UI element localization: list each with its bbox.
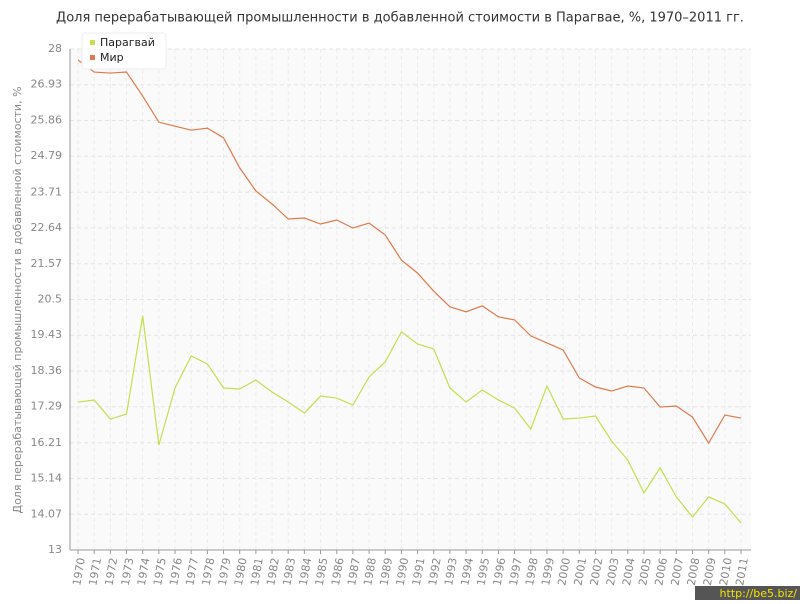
x-tick-label: 2000 bbox=[555, 557, 573, 587]
watermark: http://be5.biz/ bbox=[720, 587, 798, 600]
x-tick-label: 2003 bbox=[604, 557, 622, 587]
x-tick-label: 1999 bbox=[539, 557, 557, 587]
series-line bbox=[77, 315, 742, 524]
y-tick-label: 15.14 bbox=[31, 472, 63, 485]
x-tick-label: 2006 bbox=[652, 557, 670, 587]
y-tick-label: 26.93 bbox=[31, 78, 63, 91]
plot-area bbox=[70, 49, 751, 550]
y-tick-label: 20.5 bbox=[38, 293, 63, 306]
x-tick-label: 1993 bbox=[442, 557, 460, 587]
x-tick-label: 1970 bbox=[70, 557, 88, 587]
x-tick-label: 1978 bbox=[200, 557, 218, 587]
x-tick-label: 1971 bbox=[86, 557, 104, 587]
x-tick-label: 1998 bbox=[523, 557, 541, 587]
y-tick-label: 19.43 bbox=[31, 328, 63, 341]
x-tick-label: 1979 bbox=[216, 557, 234, 587]
x-tick-label: 1994 bbox=[458, 557, 476, 587]
x-tick-label: 1983 bbox=[280, 557, 298, 587]
watermark-bg bbox=[695, 586, 800, 600]
chart-title: Доля перерабатывающей промышленности в д… bbox=[56, 11, 744, 26]
series-line bbox=[77, 59, 742, 445]
y-tick-label: 25.86 bbox=[31, 113, 63, 126]
legend-swatch bbox=[90, 40, 95, 45]
y-axis-title: Доля перерабатывающей промышленности в д… bbox=[11, 86, 24, 513]
x-tick-label: 2009 bbox=[701, 557, 719, 587]
y-tick-label: 13 bbox=[48, 543, 62, 556]
x-tick-label: 1972 bbox=[103, 557, 121, 587]
legend-swatch bbox=[90, 55, 95, 60]
x-tick-label: 2010 bbox=[717, 557, 735, 587]
x-tick-label: 1992 bbox=[426, 557, 444, 587]
x-tick-label: 1990 bbox=[394, 557, 412, 587]
legend-label: Мир bbox=[100, 51, 124, 64]
x-tick-label: 1973 bbox=[119, 557, 137, 587]
x-tick-label: 1985 bbox=[313, 557, 331, 587]
x-tick-label: 1984 bbox=[297, 557, 315, 587]
y-tick-label: 16.21 bbox=[31, 436, 63, 449]
x-tick-label: 1987 bbox=[345, 557, 363, 587]
y-tick-label: 17.29 bbox=[31, 400, 63, 413]
x-tick-label: 1974 bbox=[135, 557, 153, 587]
legend-label: Парагвай bbox=[100, 36, 155, 49]
y-tick-label: 23.71 bbox=[31, 185, 63, 198]
x-tick-label: 2011 bbox=[733, 557, 751, 587]
x-tick-label: 1988 bbox=[361, 557, 379, 587]
x-tick-label: 1997 bbox=[507, 557, 525, 587]
x-tick-label: 1991 bbox=[410, 557, 428, 587]
y-tick-label: 18.36 bbox=[31, 364, 63, 377]
y-tick-label: 22.64 bbox=[31, 221, 63, 234]
x-tick-label: 1975 bbox=[151, 557, 169, 587]
y-tick-label: 24.79 bbox=[31, 149, 63, 162]
x-tick-label: 2001 bbox=[572, 557, 590, 587]
x-tick-label: 1977 bbox=[183, 557, 201, 587]
x-tick-label: 1995 bbox=[475, 557, 493, 587]
x-tick-label: 1996 bbox=[491, 557, 509, 587]
x-tick-label: 2008 bbox=[685, 557, 703, 587]
x-tick-label: 2005 bbox=[636, 557, 654, 587]
y-tick-label: 28 bbox=[48, 42, 62, 55]
x-tick-label: 1976 bbox=[167, 557, 185, 587]
x-tick-label: 1986 bbox=[329, 557, 347, 587]
x-tick-label: 2004 bbox=[620, 557, 638, 587]
x-tick-label: 1981 bbox=[248, 557, 266, 587]
y-tick-label: 21.57 bbox=[31, 257, 63, 270]
x-tick-label: 1980 bbox=[232, 557, 250, 587]
legend-box bbox=[81, 32, 167, 70]
x-tick-label: 1982 bbox=[264, 557, 282, 587]
y-tick-label: 14.07 bbox=[31, 507, 63, 520]
x-tick-label: 1989 bbox=[377, 557, 395, 587]
x-tick-label: 2002 bbox=[588, 557, 606, 587]
x-tick-label: 2007 bbox=[669, 557, 687, 587]
